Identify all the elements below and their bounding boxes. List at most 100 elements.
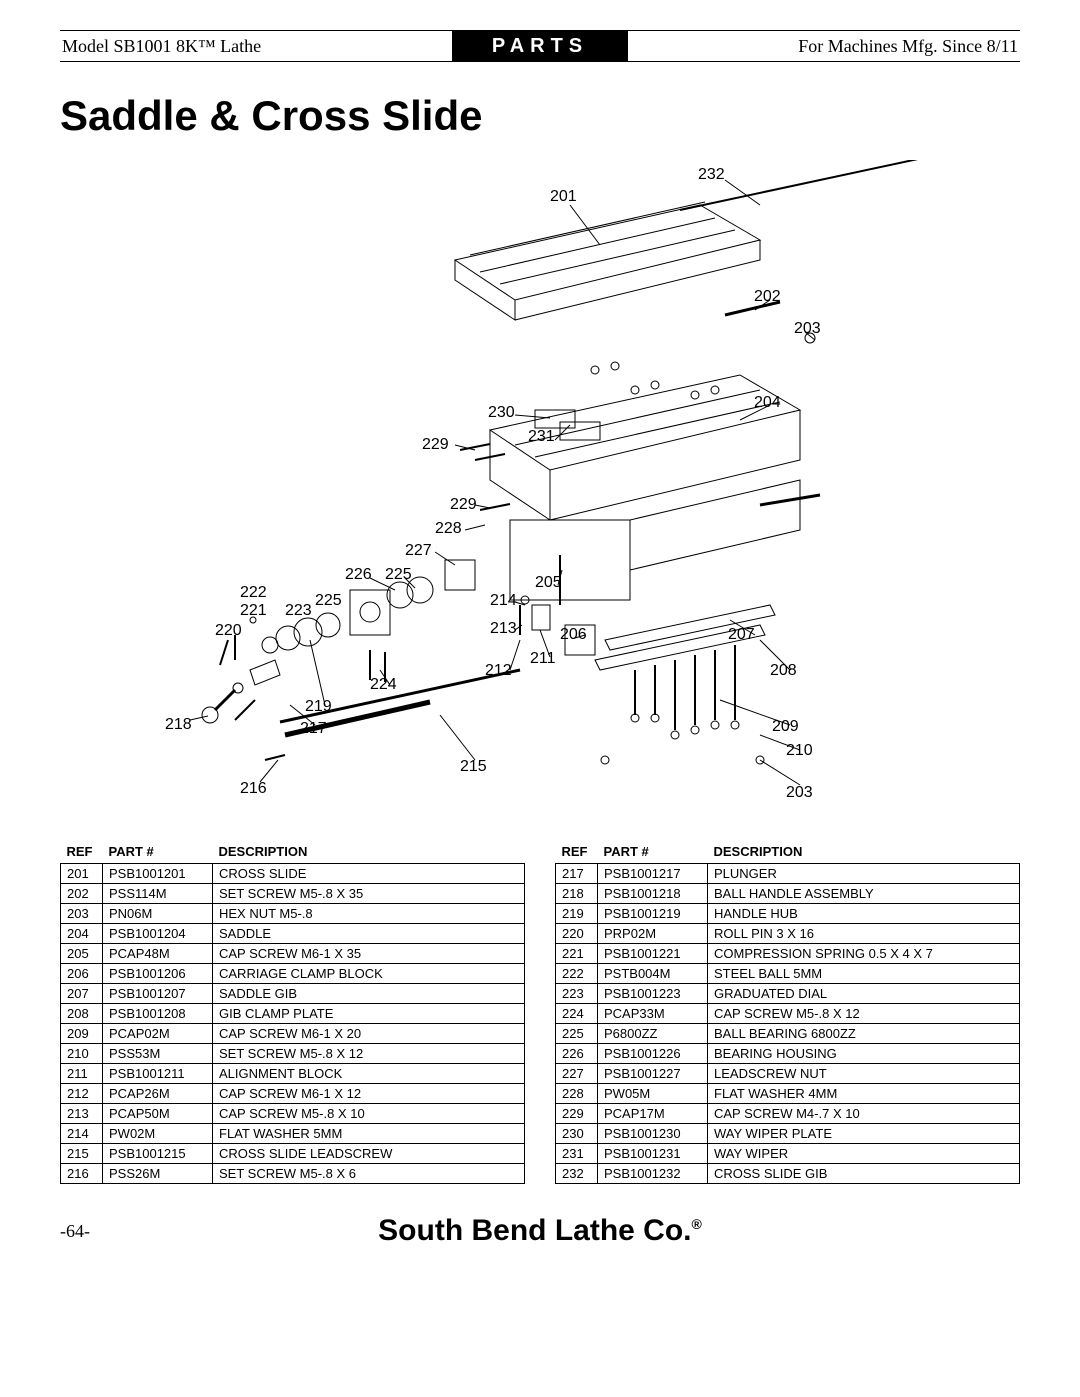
callout-label: 208: [770, 662, 797, 680]
cell-part: PSB1001226: [598, 1044, 708, 1064]
cell-ref: 211: [61, 1064, 103, 1084]
cell-ref: 225: [556, 1024, 598, 1044]
callout-label: 210: [786, 742, 813, 760]
table-row: 232PSB1001232CROSS SLIDE GIB: [556, 1164, 1020, 1184]
cell-ref: 208: [61, 1004, 103, 1024]
cell-part: PSB1001218: [598, 884, 708, 904]
table-row: 229PCAP17MCAP SCREW M4-.7 X 10: [556, 1104, 1020, 1124]
cell-part: PCAP50M: [103, 1104, 213, 1124]
table-row: 227PSB1001227LEADSCREW NUT: [556, 1064, 1020, 1084]
cell-desc: HANDLE HUB: [708, 904, 1020, 924]
cell-part: PSB1001204: [103, 924, 213, 944]
col-desc: DESCRIPTION: [708, 840, 1020, 864]
cell-desc: GIB CLAMP PLATE: [213, 1004, 525, 1024]
cell-desc: FLAT WASHER 5MM: [213, 1124, 525, 1144]
table-row: 218PSB1001218BALL HANDLE ASSEMBLY: [556, 884, 1020, 904]
callout-label: 201: [550, 188, 577, 206]
callout-label: 203: [794, 320, 821, 338]
parts-tables: REF PART # DESCRIPTION 201PSB1001201CROS…: [60, 840, 1020, 1184]
cell-desc: BALL BEARING 6800ZZ: [708, 1024, 1020, 1044]
cell-desc: CROSS SLIDE: [213, 864, 525, 884]
cell-part: PSB1001227: [598, 1064, 708, 1084]
table-row: 222PSTB004MSTEEL BALL 5MM: [556, 964, 1020, 984]
cell-ref: 227: [556, 1064, 598, 1084]
cell-part: PW02M: [103, 1124, 213, 1144]
cell-part: PSB1001217: [598, 864, 708, 884]
cell-ref: 204: [61, 924, 103, 944]
page-title: Saddle & Cross Slide: [60, 92, 1020, 140]
callout-label: 214: [490, 592, 517, 610]
cell-ref: 228: [556, 1084, 598, 1104]
callout-label: 222: [240, 584, 267, 602]
cell-desc: BEARING HOUSING: [708, 1044, 1020, 1064]
cell-part: PSB1001215: [103, 1144, 213, 1164]
cell-part: PSB1001211: [103, 1064, 213, 1084]
cell-ref: 207: [61, 984, 103, 1004]
cell-part: PSB1001223: [598, 984, 708, 1004]
cell-part: PSB1001232: [598, 1164, 708, 1184]
col-desc: DESCRIPTION: [213, 840, 525, 864]
callout-label: 204: [754, 394, 781, 412]
table-row: 205PCAP48MCAP SCREW M6-1 X 35: [61, 944, 525, 964]
col-part: PART #: [103, 840, 213, 864]
callout-label: 213: [490, 620, 517, 638]
table-row: 211PSB1001211ALIGNMENT BLOCK: [61, 1064, 525, 1084]
callout-label: 224: [370, 676, 397, 694]
table-row: 214PW02MFLAT WASHER 5MM: [61, 1124, 525, 1144]
table-row: 216PSS26MSET SCREW M5-.8 X 6: [61, 1164, 525, 1184]
cell-desc: CAP SCREW M6-1 X 20: [213, 1024, 525, 1044]
table-row: 221PSB1001221COMPRESSION SPRING 0.5 X 4 …: [556, 944, 1020, 964]
callout-label: 226: [345, 566, 372, 584]
header-model: Model SB1001 8K™ Lathe: [60, 36, 452, 57]
callout-label: 223: [285, 602, 312, 620]
col-ref: REF: [556, 840, 598, 864]
cell-part: PSB1001230: [598, 1124, 708, 1144]
cell-desc: CAP SCREW M4-.7 X 10: [708, 1104, 1020, 1124]
header-mfg-date: For Machines Mfg. Since 8/11: [628, 36, 1020, 57]
callout-label: 227: [405, 542, 432, 560]
cell-part: P6800ZZ: [598, 1024, 708, 1044]
callout-label: 207: [728, 626, 755, 644]
callout-label: 203: [786, 784, 813, 802]
parts-table-right: REF PART # DESCRIPTION 217PSB1001217PLUN…: [555, 840, 1020, 1184]
cell-ref: 206: [61, 964, 103, 984]
cell-part: PCAP48M: [103, 944, 213, 964]
table-row: 215PSB1001215CROSS SLIDE LEADSCREW: [61, 1144, 525, 1164]
parts-table-left: REF PART # DESCRIPTION 201PSB1001201CROS…: [60, 840, 525, 1184]
cell-ref: 214: [61, 1124, 103, 1144]
table-row: 201PSB1001201CROSS SLIDE: [61, 864, 525, 884]
table-row: 204PSB1001204SADDLE: [61, 924, 525, 944]
cell-part: PSB1001208: [103, 1004, 213, 1024]
table-row: 224PCAP33MCAP SCREW M5-.8 X 12: [556, 1004, 1020, 1024]
table-row: 217PSB1001217PLUNGER: [556, 864, 1020, 884]
cell-desc: SADDLE GIB: [213, 984, 525, 1004]
callout-label: 202: [754, 288, 781, 306]
cell-desc: CAP SCREW M5-.8 X 12: [708, 1004, 1020, 1024]
header-section: PARTS: [452, 31, 628, 61]
callout-label: 218: [165, 716, 192, 734]
cell-ref: 215: [61, 1144, 103, 1164]
table-row: 202PSS114MSET SCREW M5-.8 X 35: [61, 884, 525, 904]
cell-desc: SET SCREW M5-.8 X 12: [213, 1044, 525, 1064]
table-row: 208PSB1001208GIB CLAMP PLATE: [61, 1004, 525, 1024]
callout-label: 221: [240, 602, 267, 620]
cell-part: PCAP33M: [598, 1004, 708, 1024]
cell-part: PSS26M: [103, 1164, 213, 1184]
cell-desc: GRADUATED DIAL: [708, 984, 1020, 1004]
table-row: 228PW05MFLAT WASHER 4MM: [556, 1084, 1020, 1104]
table-row: 207PSB1001207SADDLE GIB: [61, 984, 525, 1004]
table-row: 209PCAP02MCAP SCREW M6-1 X 20: [61, 1024, 525, 1044]
callout-label: 219: [305, 698, 332, 716]
cell-ref: 222: [556, 964, 598, 984]
cell-desc: WAY WIPER PLATE: [708, 1124, 1020, 1144]
cell-part: PSB1001201: [103, 864, 213, 884]
cell-part: PCAP26M: [103, 1084, 213, 1104]
callout-label: 232: [698, 166, 725, 184]
cell-desc: ROLL PIN 3 X 16: [708, 924, 1020, 944]
table-row: 226PSB1001226BEARING HOUSING: [556, 1044, 1020, 1064]
callout-label: 216: [240, 780, 267, 798]
callout-label: 211: [530, 650, 556, 668]
col-ref: REF: [61, 840, 103, 864]
cell-ref: 205: [61, 944, 103, 964]
company-name: South Bend Lathe Co.®: [140, 1214, 940, 1248]
